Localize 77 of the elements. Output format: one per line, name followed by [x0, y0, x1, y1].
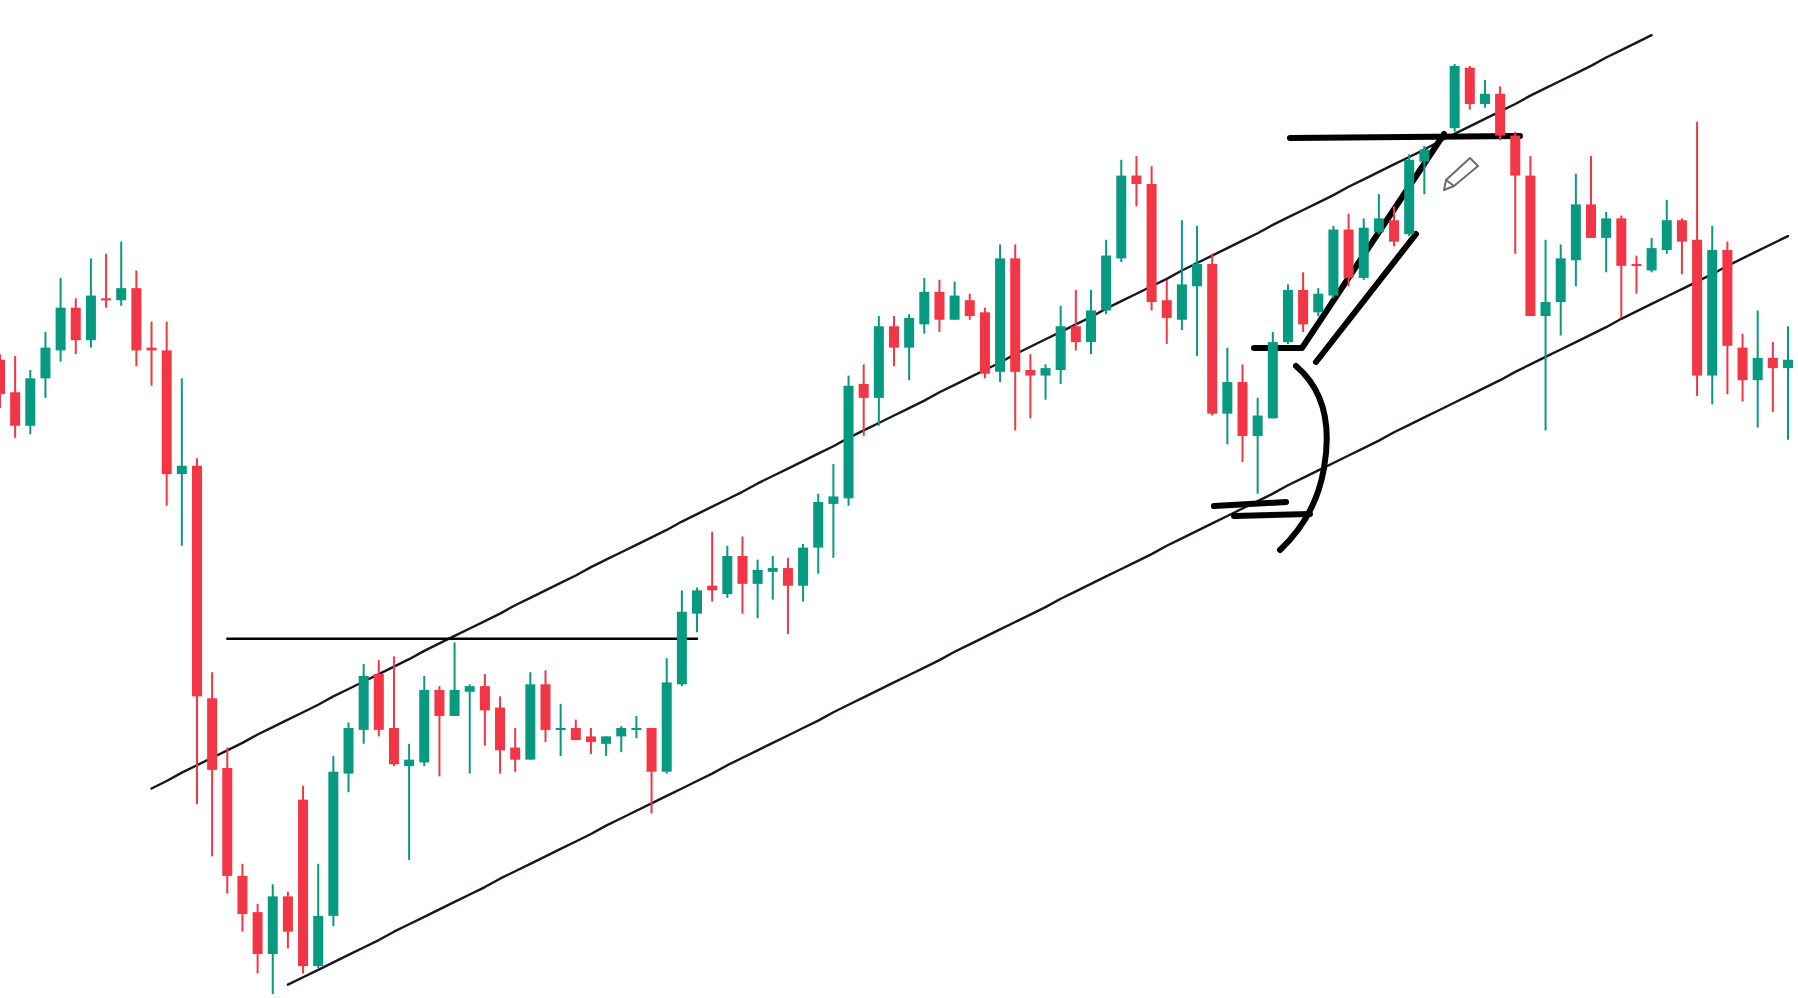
candlestick — [1373, 193, 1384, 236]
candlestick — [1464, 64, 1475, 111]
candlestick — [692, 586, 703, 634]
candlestick — [1661, 198, 1672, 255]
candlestick — [1555, 243, 1566, 337]
candlestick — [1389, 205, 1400, 248]
candlestick — [601, 735, 612, 757]
candlestick — [1222, 346, 1233, 446]
candlestick — [10, 355, 21, 439]
candlestick — [404, 742, 415, 862]
candlestick — [101, 252, 112, 309]
candlestick — [237, 862, 248, 933]
candlestick — [1676, 217, 1687, 276]
candlestick — [25, 368, 36, 436]
candlestick — [889, 315, 899, 368]
candlestick — [964, 292, 975, 321]
candlestick — [116, 240, 127, 307]
candlestick — [722, 544, 733, 599]
candlestick — [1646, 236, 1657, 274]
candlestick — [1510, 130, 1521, 255]
candlestick — [1252, 396, 1263, 495]
candlestick — [388, 655, 399, 768]
candlestick — [1313, 287, 1324, 318]
candlestick — [555, 702, 566, 757]
candlestick — [919, 276, 930, 335]
candlestick — [540, 669, 551, 743]
candlestick — [282, 890, 293, 950]
candlestick — [85, 257, 96, 349]
candlestick — [495, 695, 506, 775]
candlestick — [343, 721, 354, 794]
candlestick — [631, 714, 642, 740]
candlestick — [1176, 219, 1187, 331]
candlestick — [1631, 254, 1642, 295]
candlestick — [1752, 309, 1763, 429]
candlestick — [767, 554, 778, 601]
candlestick — [510, 727, 521, 773]
candlestick — [40, 330, 51, 399]
candlestick — [737, 535, 748, 615]
candlestick — [813, 492, 824, 575]
candlestick — [464, 683, 475, 775]
candlestick — [782, 556, 793, 636]
candlestick — [904, 313, 915, 382]
candlestick — [1616, 214, 1627, 319]
candlestick — [585, 727, 596, 756]
candlestick — [1601, 210, 1612, 274]
candlestick — [646, 727, 657, 815]
candlestick — [616, 725, 627, 754]
candlestick — [858, 363, 869, 437]
candlestick — [1070, 288, 1081, 352]
candlestick — [479, 673, 490, 747]
candlestick — [1161, 278, 1172, 345]
candlestick — [176, 377, 187, 547]
candlestick — [1737, 332, 1748, 403]
candlestick — [70, 297, 81, 356]
candlestick — [1540, 238, 1551, 432]
candlestick — [434, 685, 445, 778]
candlestick — [752, 558, 763, 620]
candlestick — [1085, 288, 1096, 356]
candlestick — [949, 280, 960, 321]
candlestick — [1419, 144, 1430, 196]
candlestick — [1025, 353, 1036, 420]
candlestick — [55, 276, 66, 363]
candlestick — [1783, 325, 1793, 441]
candlestick — [1040, 363, 1051, 401]
candlestick — [934, 278, 945, 333]
candlestick — [1479, 78, 1490, 109]
candlestick — [1586, 155, 1597, 239]
candlestick — [1495, 85, 1506, 142]
candlestick — [1298, 271, 1309, 333]
candlestick — [1131, 155, 1142, 208]
candlestick — [798, 542, 809, 603]
candlestick — [449, 641, 460, 717]
candlestick — [828, 462, 839, 559]
candlestick — [1192, 224, 1203, 358]
candlestick — [1767, 341, 1778, 413]
candlestick — [1055, 304, 1066, 385]
candlestick — [252, 902, 263, 975]
